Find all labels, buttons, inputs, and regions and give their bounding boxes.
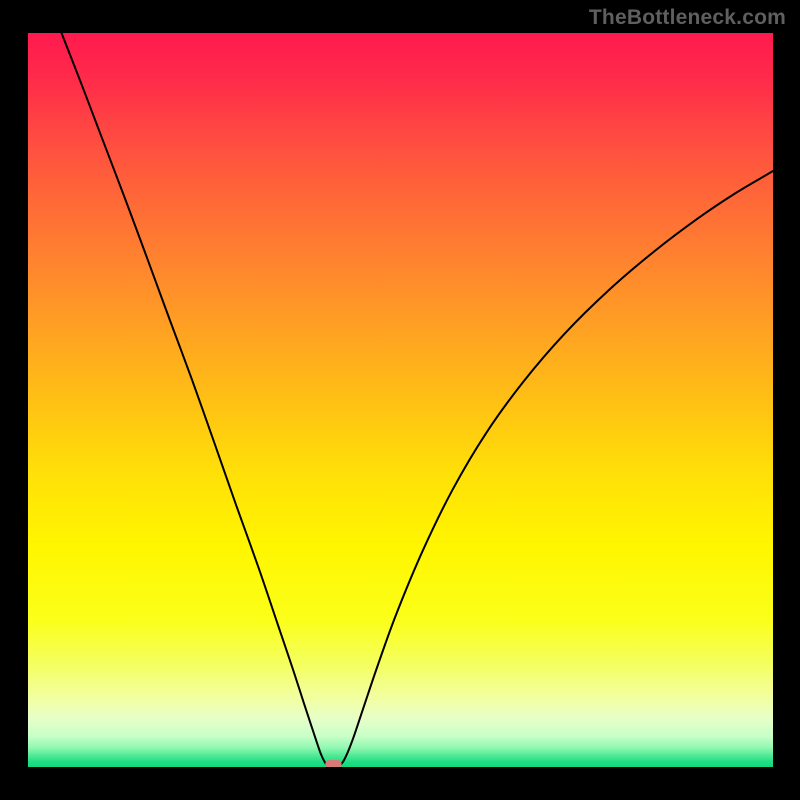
bottleneck-chart (28, 33, 773, 767)
gradient-background (28, 33, 773, 767)
optimum-marker (325, 760, 341, 767)
chart-frame: TheBottleneck.com (0, 0, 800, 800)
watermark-text: TheBottleneck.com (589, 6, 786, 30)
